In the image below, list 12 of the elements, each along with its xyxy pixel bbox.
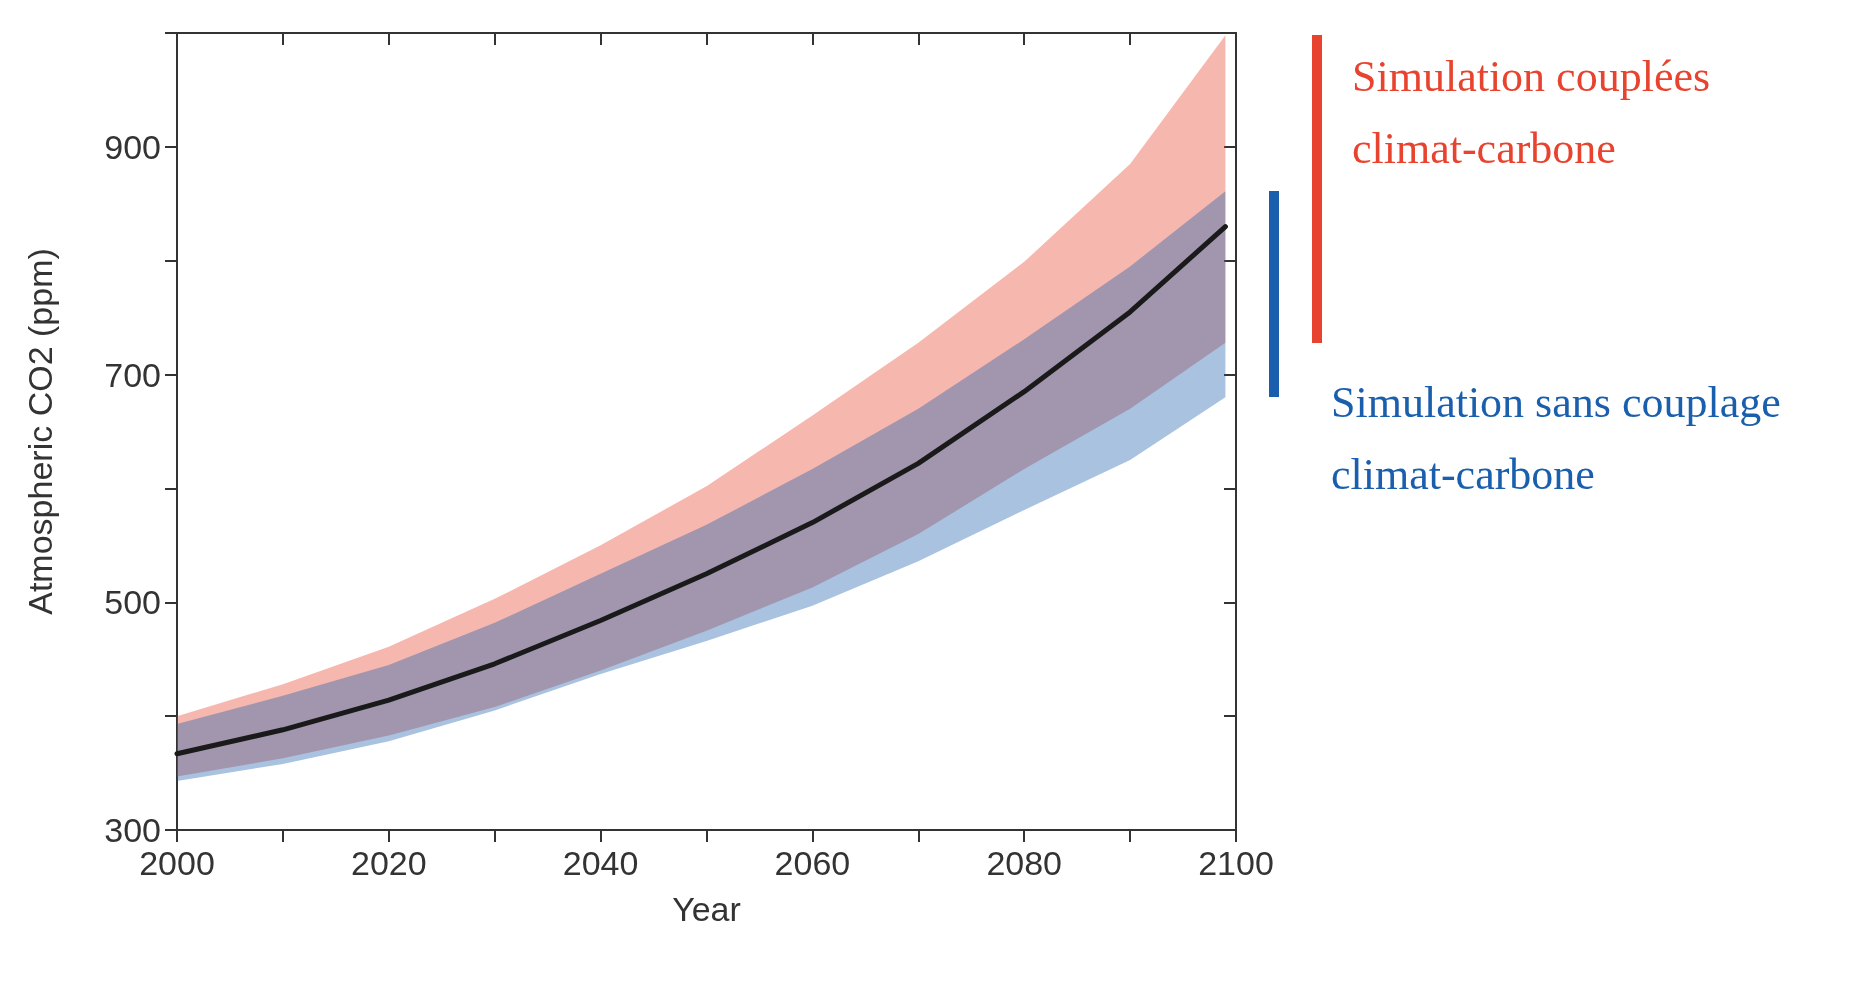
x-tick-label: 2060 (774, 844, 851, 882)
x-tick-label: 2020 (350, 844, 427, 882)
x-tick-label: 2100 (1198, 844, 1274, 882)
x-tick-label: 2040 (562, 844, 639, 882)
x-axis-title: Year (672, 890, 741, 928)
y-axis-title: Atmospheric CO2 (ppm) (21, 248, 59, 615)
legend-label: Simulation couplées climat-carbone (1352, 51, 1711, 176)
y-tick-label: 700 (104, 355, 161, 394)
y-tick-label: 500 (104, 583, 161, 622)
legend-label: Simulation sans couplage climat-carbone (1331, 377, 1781, 502)
x-tick-label: 2080 (986, 844, 1063, 882)
y-tick-label: 900 (104, 127, 161, 166)
